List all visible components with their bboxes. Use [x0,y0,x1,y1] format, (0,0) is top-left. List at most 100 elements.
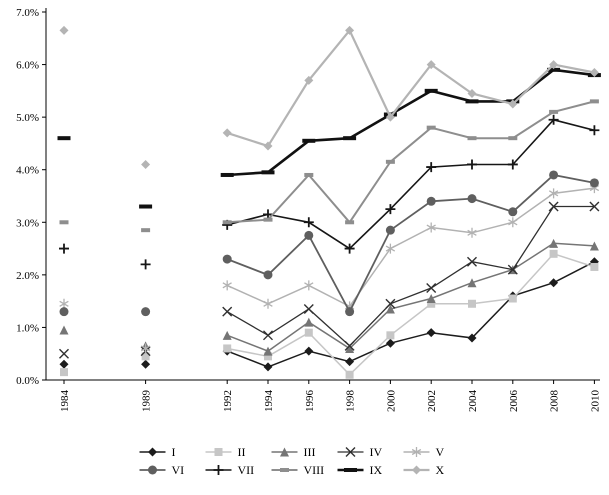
legend-label: X [436,463,445,477]
marker-diamond [426,328,436,338]
x-tick-label: 2008 [549,390,561,413]
marker-square [508,294,517,303]
marker-diamond [59,359,69,369]
series-I [59,257,599,372]
marker-circle [345,307,355,317]
series-line-VII [227,118,595,250]
series-VII [59,114,600,270]
marker-circle [426,196,436,206]
marker-dash [385,159,395,164]
marker-plus [213,465,224,475]
x-tick-label: 1994 [263,390,275,413]
marker-x [507,264,518,275]
marker-diamond [549,278,559,288]
marker-triangle [589,241,599,251]
marker-diamond [549,60,559,70]
y-tick-label: 6.0% [16,60,39,72]
legend-label: V [436,445,445,459]
series-line-I [226,261,595,368]
marker-x [263,330,273,341]
marker-dash [220,172,234,177]
x-tick-label: 1984 [59,390,71,413]
marker-circle [59,307,69,317]
marker-asterisk [411,447,422,457]
marker-square [141,352,150,361]
marker-asterisk [140,343,151,354]
x-tick-label: 2010 [589,390,601,413]
marker-diamond [426,60,436,70]
marker-diamond [345,25,355,35]
legend-item-II: II [205,445,246,459]
marker-plus [507,159,518,170]
marker-diamond [467,333,477,343]
marker-square [304,328,313,337]
marker-circle [148,465,157,475]
marker-circle [385,225,395,235]
marker-dash [465,99,479,104]
series-IX [57,67,601,209]
series-line-IV [226,205,595,347]
y-tick-label: 2.0% [16,270,39,282]
x-tick-label: 1996 [304,390,316,413]
marker-dash [304,172,314,177]
legend-item-V: V [403,445,445,459]
marker-dash [344,468,357,472]
marker-asterisk [59,298,69,309]
marker-circle [549,170,559,180]
legend: I II III IV VVI VII VIII IX X [139,445,445,477]
legend-item-IX: IX [337,463,382,477]
marker-dash [139,204,153,209]
marker-x [59,348,69,359]
marker-asterisk [508,217,518,228]
x-tick-label: 2000 [385,390,397,413]
marker-diamond [412,465,421,475]
marker-diamond [304,75,314,85]
marker-plus [59,243,69,254]
x-tick-label: 1998 [345,390,357,413]
x-tick-label: 2006 [508,390,520,413]
x-tick-label: 1992 [222,390,234,412]
marker-x [303,304,314,315]
y-axis: 0.0% 1.0% 2.0% 3.0% 4.0% 5.0% 6.0% 7.0% [16,7,46,387]
marker-triangle [549,238,559,248]
marker-plus [467,159,477,170]
series-II [60,249,599,379]
marker-circle [508,207,518,217]
marker-dash [549,109,559,114]
marker-square [468,299,476,308]
marker-dash [141,228,151,233]
marker-diamond [222,128,232,138]
x-tick-label: 1989 [141,390,153,413]
marker-asterisk [385,243,396,254]
series-V [59,183,600,354]
marker-x [222,306,233,317]
marker-triangle [222,330,232,340]
marker-dash [589,99,599,104]
series-IV [59,201,600,359]
marker-x [589,201,600,212]
legend-item-III: III [271,445,316,459]
legend-label: IV [370,445,383,459]
marker-square [427,299,436,308]
legend-item-VIII: VIII [271,463,325,477]
series-III [59,238,599,356]
legend-item-VI: VI [139,463,184,477]
legend-item-I: I [139,445,176,459]
y-tick-label: 3.0% [16,217,39,229]
marker-dash [547,67,561,72]
marker-asterisk [426,222,436,233]
marker-square [549,249,558,258]
series-line-VI [226,174,595,314]
legend-label: I [172,445,176,459]
marker-plus [385,204,396,215]
marker-diamond [148,447,157,457]
x-tick-label: 2002 [426,390,438,412]
marker-diamond [304,346,314,356]
marker-asterisk [467,227,477,238]
marker-diamond [385,112,395,122]
marker-diamond [508,99,518,109]
legend-label: VIII [304,463,325,477]
marker-x [426,283,437,293]
series-X [59,25,599,169]
